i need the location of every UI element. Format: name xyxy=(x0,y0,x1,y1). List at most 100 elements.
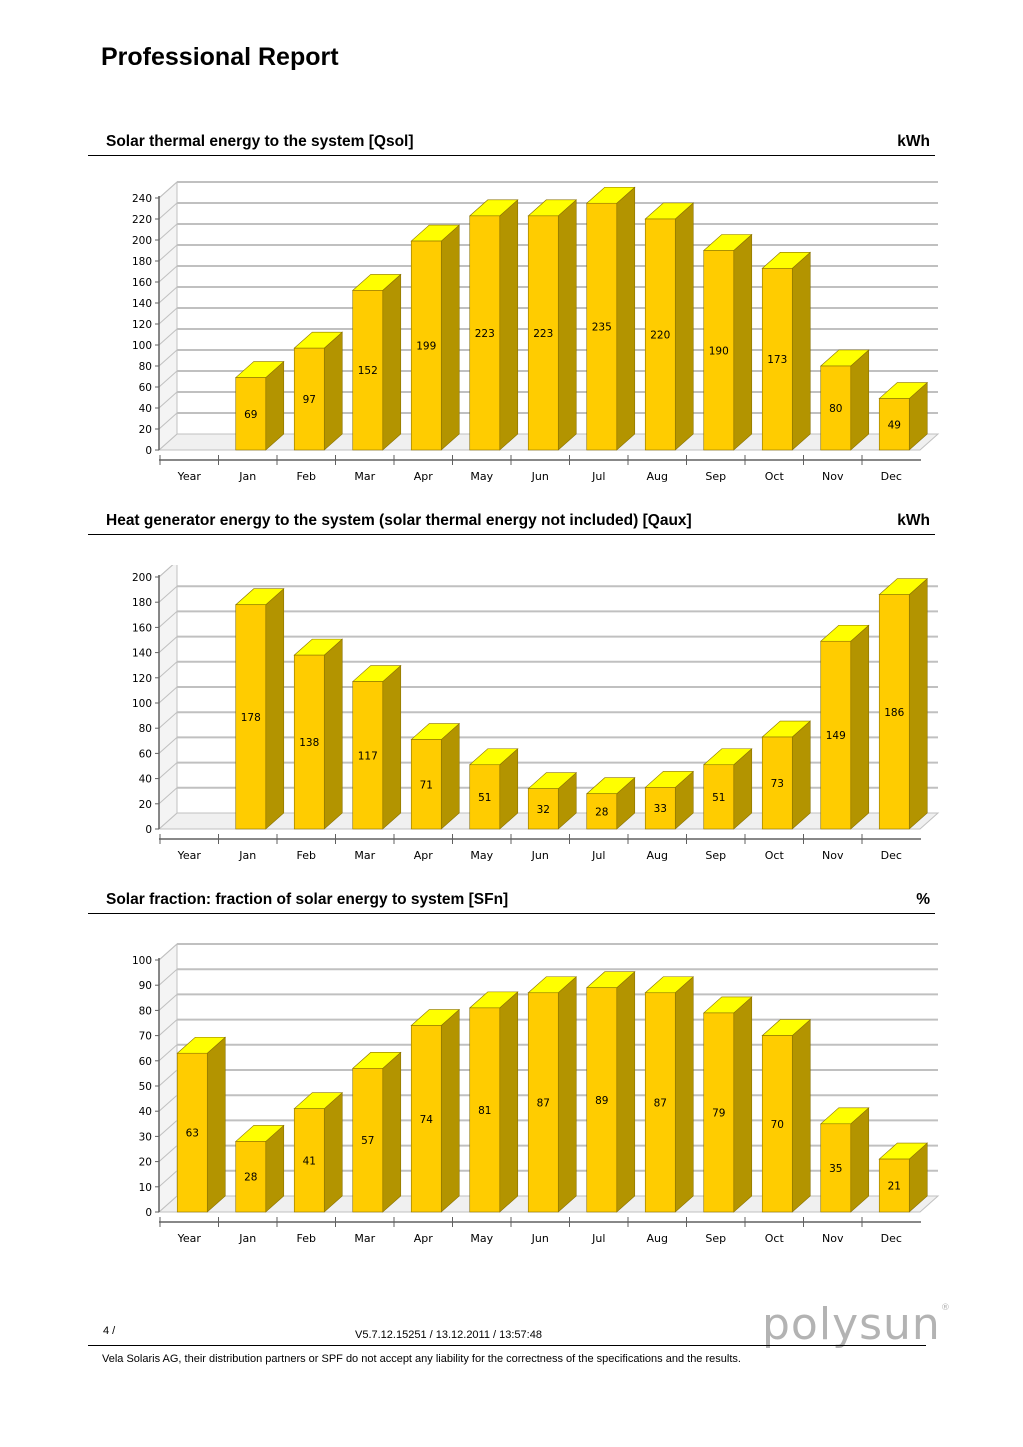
bar-side xyxy=(382,273,402,451)
y-tick-label: 20 xyxy=(139,424,152,436)
bar-value-label: 223 xyxy=(533,328,553,340)
x-tick-label: Jan xyxy=(238,470,256,483)
bar-value-label: 173 xyxy=(767,354,787,366)
bar-value-label: 71 xyxy=(420,779,433,791)
bar xyxy=(176,1052,208,1213)
x-tick-label: Mar xyxy=(354,1232,375,1245)
bar-value-label: 79 xyxy=(712,1107,725,1119)
x-tick-label: Nov xyxy=(822,470,844,483)
bar-side xyxy=(791,720,811,830)
bar-value-label: 178 xyxy=(241,712,261,724)
x-tick-label: Jan xyxy=(238,1232,256,1245)
bar-value-label: 21 xyxy=(888,1181,901,1193)
polysun-logo: polysun® xyxy=(762,1299,951,1350)
bar-side xyxy=(265,588,285,830)
x-tick-label: May xyxy=(470,1232,493,1245)
y-tick-label: 40 xyxy=(139,774,152,786)
x-tick-label: Feb xyxy=(297,1232,316,1245)
gridline-depth xyxy=(158,994,178,1011)
section-header-qsol: Solar thermal energy to the system [Qsol… xyxy=(88,133,935,156)
gridline-depth xyxy=(158,370,178,388)
y-tick-label: 80 xyxy=(139,1005,152,1017)
bar-value-label: 74 xyxy=(420,1114,434,1126)
bar xyxy=(235,604,267,830)
y-tick-label: 100 xyxy=(132,340,152,352)
y-tick-label: 30 xyxy=(139,1131,152,1143)
x-tick-label: Jan xyxy=(238,849,256,862)
x-tick-label: Dec xyxy=(881,849,902,862)
bar-side xyxy=(733,996,753,1213)
bar xyxy=(703,250,735,451)
y-tick-label: 100 xyxy=(132,955,152,967)
y-tick-label: 10 xyxy=(139,1182,152,1194)
bar-value-label: 223 xyxy=(475,328,495,340)
bar-side xyxy=(499,991,519,1213)
gridline-depth xyxy=(158,1094,178,1112)
bar xyxy=(644,218,676,451)
y-tick-label: 80 xyxy=(139,723,152,735)
y-tick-label: 120 xyxy=(132,319,152,331)
x-tick-label: Oct xyxy=(765,849,785,862)
y-tick-label: 200 xyxy=(132,235,152,247)
x-tick-label: Year xyxy=(177,849,202,862)
bar xyxy=(410,739,442,830)
y-tick-label: 100 xyxy=(132,698,152,710)
bar-value-label: 73 xyxy=(771,778,784,790)
gridline-depth xyxy=(158,711,178,729)
bar-side xyxy=(616,971,636,1213)
x-tick-label: Nov xyxy=(822,1232,844,1245)
bar-side xyxy=(850,1107,870,1213)
y-tick-label: 20 xyxy=(139,1157,152,1169)
bar-side xyxy=(850,349,870,451)
bar xyxy=(586,987,618,1213)
x-tick-label: Aug xyxy=(647,1232,668,1245)
y-tick-label: 90 xyxy=(139,980,152,992)
bar-value-label: 89 xyxy=(595,1095,608,1107)
gridline-depth xyxy=(158,391,178,409)
bar xyxy=(878,398,910,451)
y-tick-label: 0 xyxy=(145,445,152,457)
bar-side xyxy=(382,664,402,830)
gridline-depth xyxy=(158,968,178,986)
gridline-depth xyxy=(158,585,178,603)
bar-value-label: 81 xyxy=(478,1105,491,1117)
y-tick-label: 60 xyxy=(139,382,152,394)
gridline-depth xyxy=(158,636,178,653)
bar xyxy=(878,1158,910,1213)
bar-value-label: 51 xyxy=(478,792,491,804)
bar-side xyxy=(440,1008,460,1213)
bar-value-label: 117 xyxy=(358,750,378,762)
x-tick-label: Jun xyxy=(531,1232,549,1245)
bar xyxy=(469,1007,501,1213)
bar xyxy=(293,347,325,451)
y-tick-label: 140 xyxy=(132,648,152,660)
bar-side xyxy=(382,1051,402,1213)
bar xyxy=(293,1108,325,1213)
bar-value-label: 235 xyxy=(592,322,612,334)
bar-value-label: 33 xyxy=(654,803,667,815)
x-tick-label: Feb xyxy=(297,470,316,483)
y-tick-label: 40 xyxy=(139,1106,152,1118)
x-tick-label: Jul xyxy=(591,849,605,862)
page-number: 4 / xyxy=(103,1325,116,1337)
gridline-depth xyxy=(158,286,178,304)
bar xyxy=(410,240,442,451)
qsol-bar-chart: 0 20 40 60 80 100 120 140 160 180 200 220 240 Year Jan… xyxy=(132,180,940,483)
bar-side xyxy=(791,251,811,451)
bar-value-label: 32 xyxy=(537,804,550,816)
x-tick-label: Apr xyxy=(414,849,434,862)
bar-side xyxy=(557,976,577,1213)
y-tick-label: 20 xyxy=(139,799,152,811)
x-tick-label: May xyxy=(470,849,493,862)
y-tick-label: 240 xyxy=(132,193,152,205)
bar xyxy=(410,1025,442,1213)
bar-value-label: 28 xyxy=(244,1172,257,1184)
y-tick-label: 140 xyxy=(132,298,152,310)
bar-side xyxy=(323,331,343,451)
y-tick-label: 80 xyxy=(139,361,152,373)
bar-side xyxy=(674,976,694,1213)
bar xyxy=(644,787,676,830)
y-tick-label: 70 xyxy=(139,1031,152,1043)
section-title: Heat generator energy to the system (sol… xyxy=(106,512,692,529)
gridline-depth xyxy=(158,943,178,961)
